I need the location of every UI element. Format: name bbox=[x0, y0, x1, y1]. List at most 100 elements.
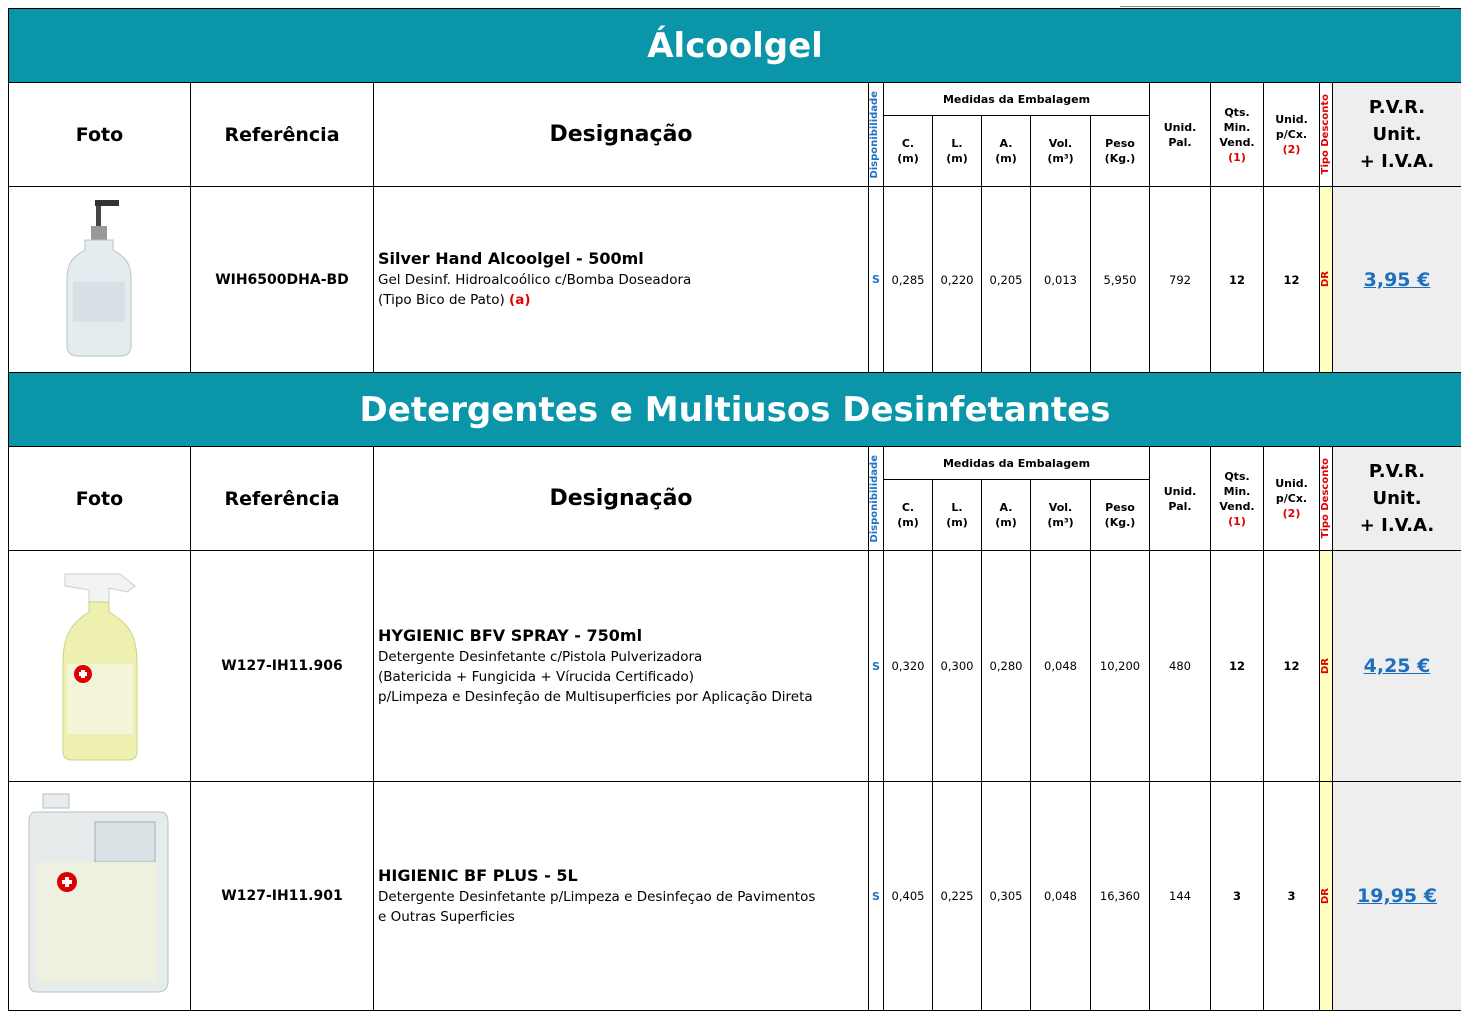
header-disponibilidade: Disponibilidade bbox=[868, 446, 884, 551]
header-subrow: C. (m) L. (m) A. (m) Vol. (m³) Peso (Kg.) bbox=[9, 115, 1461, 187]
description-line: Gel Desinf. Hidroalcoólico c/Bomba Dosea… bbox=[378, 272, 692, 288]
section-title: Detergentes e Multiusos Desinfetantes bbox=[7, 372, 1461, 447]
header-line: P.V.R. bbox=[1368, 461, 1426, 482]
tipo-desconto-value: DR bbox=[1320, 271, 1332, 288]
unid-cx: 3 bbox=[1263, 781, 1320, 1011]
header-line: (m) bbox=[995, 152, 1017, 165]
tipo-desconto-value: DR bbox=[1320, 887, 1332, 904]
measure-unid-pal: 792 bbox=[1149, 186, 1211, 373]
header-line: Unit. bbox=[1372, 124, 1422, 145]
price: 4,25 € bbox=[1331, 550, 1461, 782]
header-peso: Peso (Kg.) bbox=[1090, 115, 1150, 187]
product-image bbox=[28, 793, 168, 992]
header-line: Min. bbox=[1223, 484, 1251, 498]
qts-min: 12 bbox=[1210, 550, 1264, 782]
header-c: C. (m) bbox=[883, 115, 933, 187]
measure-unid-pal: 144 bbox=[1149, 781, 1211, 1011]
designation: Silver Hand Alcoolgel - 500ml Gel Desinf.… bbox=[373, 186, 869, 373]
table-body: Álcoolgel Foto Referência Designação Disponi… bbox=[7, 8, 1461, 1011]
header-line: p/Cx. bbox=[1275, 128, 1308, 141]
measure-l: 0,220 bbox=[932, 186, 982, 373]
note: (a) bbox=[509, 292, 531, 308]
header-line: (1) bbox=[1228, 150, 1246, 164]
product-name: HIGIENIC BF PLUS - 5L bbox=[378, 865, 578, 885]
header-line: Min. bbox=[1223, 120, 1251, 134]
measure-vol: 0,048 bbox=[1030, 781, 1091, 1011]
header-line: Unid. bbox=[1275, 477, 1308, 490]
product-row: W127-IH11.906 HYGIENIC BFV SPRAY - 750ml D… bbox=[8, 550, 1461, 782]
header-disponibilidade: Disponibilidade bbox=[868, 82, 884, 187]
header-line: p/Cx. bbox=[1275, 492, 1308, 505]
unid-cx: 12 bbox=[1263, 186, 1320, 373]
header-line: Pal. bbox=[1168, 135, 1192, 149]
measure-c: 0,320 bbox=[883, 550, 933, 782]
header-line: (m) bbox=[946, 152, 968, 165]
header-line: (m³) bbox=[1047, 516, 1074, 529]
tipo-desconto-label: Tipo Desconto bbox=[1320, 94, 1332, 175]
measure-a: 0,205 bbox=[981, 186, 1031, 373]
header-line: Vend. bbox=[1219, 135, 1255, 149]
header-line: (1) bbox=[1228, 514, 1246, 528]
header-line: C. bbox=[901, 137, 915, 150]
header-unid-pal: Unid. Pal. bbox=[1149, 446, 1211, 551]
product-image bbox=[62, 573, 137, 761]
header-tipo-desconto: Tipo Desconto bbox=[1319, 446, 1333, 551]
header-pvr: P.V.R. Unit. + I.V.A. bbox=[1331, 82, 1461, 187]
measure-vol: 0,013 bbox=[1030, 186, 1091, 373]
header-line: (m) bbox=[897, 516, 919, 529]
disponibilidade-label: Disponibilidade bbox=[869, 454, 881, 543]
header-line: Vol. bbox=[1048, 137, 1073, 150]
header-vol: Vol. (m³) bbox=[1030, 115, 1091, 187]
header-line: (2) bbox=[1282, 507, 1301, 520]
measure-a: 0,280 bbox=[981, 550, 1031, 782]
header-line: (Kg.) bbox=[1104, 516, 1136, 529]
description-line: (Tipo Bico de Pato) bbox=[378, 292, 505, 308]
table: Álcoolgel Foto Referência Designação Disponi… bbox=[7, 8, 1461, 1011]
header-qts-min: Qts. Min. Vend. (1) bbox=[1210, 82, 1264, 187]
header-a: A. (m) bbox=[981, 115, 1031, 187]
header-foto: Foto bbox=[8, 446, 191, 551]
reference: WIH6500DHA-BD bbox=[190, 186, 374, 373]
measure-l: 0,300 bbox=[932, 550, 982, 782]
availability: S bbox=[868, 781, 884, 1011]
header-line: + I.V.A. bbox=[1359, 151, 1435, 172]
top-line bbox=[1120, 6, 1440, 7]
header-line: C. bbox=[901, 501, 915, 514]
header-foto: Foto bbox=[8, 82, 191, 187]
qts-min: 3 bbox=[1210, 781, 1264, 1011]
description-line: p/Limpeza e Desinfeção de Multisuperfici… bbox=[378, 688, 813, 705]
header-line: Unid. bbox=[1275, 113, 1308, 126]
product-image bbox=[66, 199, 131, 356]
tipo-desconto-label: Tipo Desconto bbox=[1320, 458, 1332, 539]
header-line: Peso bbox=[1105, 137, 1135, 150]
qts-min: 12 bbox=[1210, 186, 1264, 373]
measure-peso: 16,360 bbox=[1090, 781, 1150, 1011]
header-line: Peso bbox=[1105, 501, 1135, 514]
measure-peso: 5,950 bbox=[1090, 186, 1150, 373]
product-photo bbox=[8, 550, 191, 782]
header-tipo-desconto: Tipo Desconto bbox=[1319, 82, 1333, 187]
header-unid-cx: Unid. p/Cx. (2) bbox=[1263, 446, 1320, 551]
product-row: W127-IH11.901 HIGIENIC BF PLUS - 5L Deterg… bbox=[8, 781, 1461, 1011]
designation: HYGIENIC BFV SPRAY - 750ml Detergente Des… bbox=[373, 550, 869, 782]
measure-c: 0,405 bbox=[883, 781, 933, 1011]
reference: W127-IH11.906 bbox=[190, 550, 374, 782]
header-line: (m) bbox=[946, 516, 968, 529]
header-line: (m³) bbox=[1047, 152, 1074, 165]
header-line: Qts. bbox=[1224, 105, 1250, 119]
header-line: (Kg.) bbox=[1104, 152, 1136, 165]
section-title-row: Detergentes e Multiusos Desinfetantes bbox=[7, 372, 1461, 447]
header-line: Pal. bbox=[1168, 499, 1192, 513]
header-line: Vend. bbox=[1219, 499, 1255, 513]
header-c: C. (m) bbox=[883, 479, 933, 551]
header-referencia: Referência bbox=[190, 446, 374, 551]
header-line: Unit. bbox=[1372, 488, 1422, 509]
header-line: A. bbox=[999, 137, 1013, 150]
product-name: HYGIENIC BFV SPRAY - 750ml bbox=[378, 625, 643, 645]
header-line: Unid. bbox=[1163, 120, 1197, 134]
header-line: A. bbox=[999, 501, 1013, 514]
unid-cx: 12 bbox=[1263, 550, 1320, 782]
measure-l: 0,225 bbox=[932, 781, 982, 1011]
price-table: Álcoolgel Foto Referência Designação Disponi… bbox=[7, 8, 1461, 1011]
disponibilidade-label: Disponibilidade bbox=[869, 90, 881, 179]
